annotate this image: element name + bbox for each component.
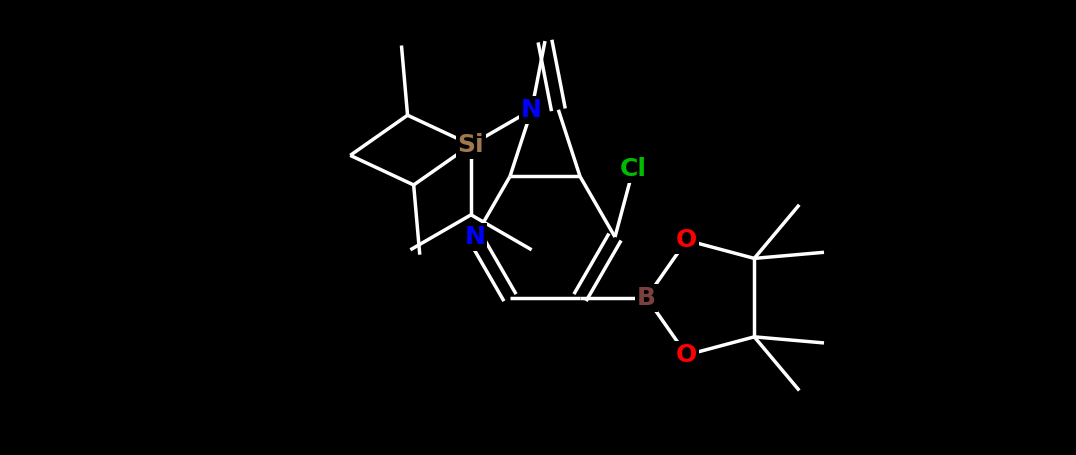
Text: B: B: [637, 286, 656, 309]
Text: O: O: [676, 343, 697, 367]
Text: Si: Si: [457, 133, 484, 157]
Text: Cl: Cl: [620, 157, 647, 182]
Text: O: O: [676, 228, 697, 252]
Text: N: N: [465, 225, 485, 249]
Text: N: N: [521, 98, 542, 122]
